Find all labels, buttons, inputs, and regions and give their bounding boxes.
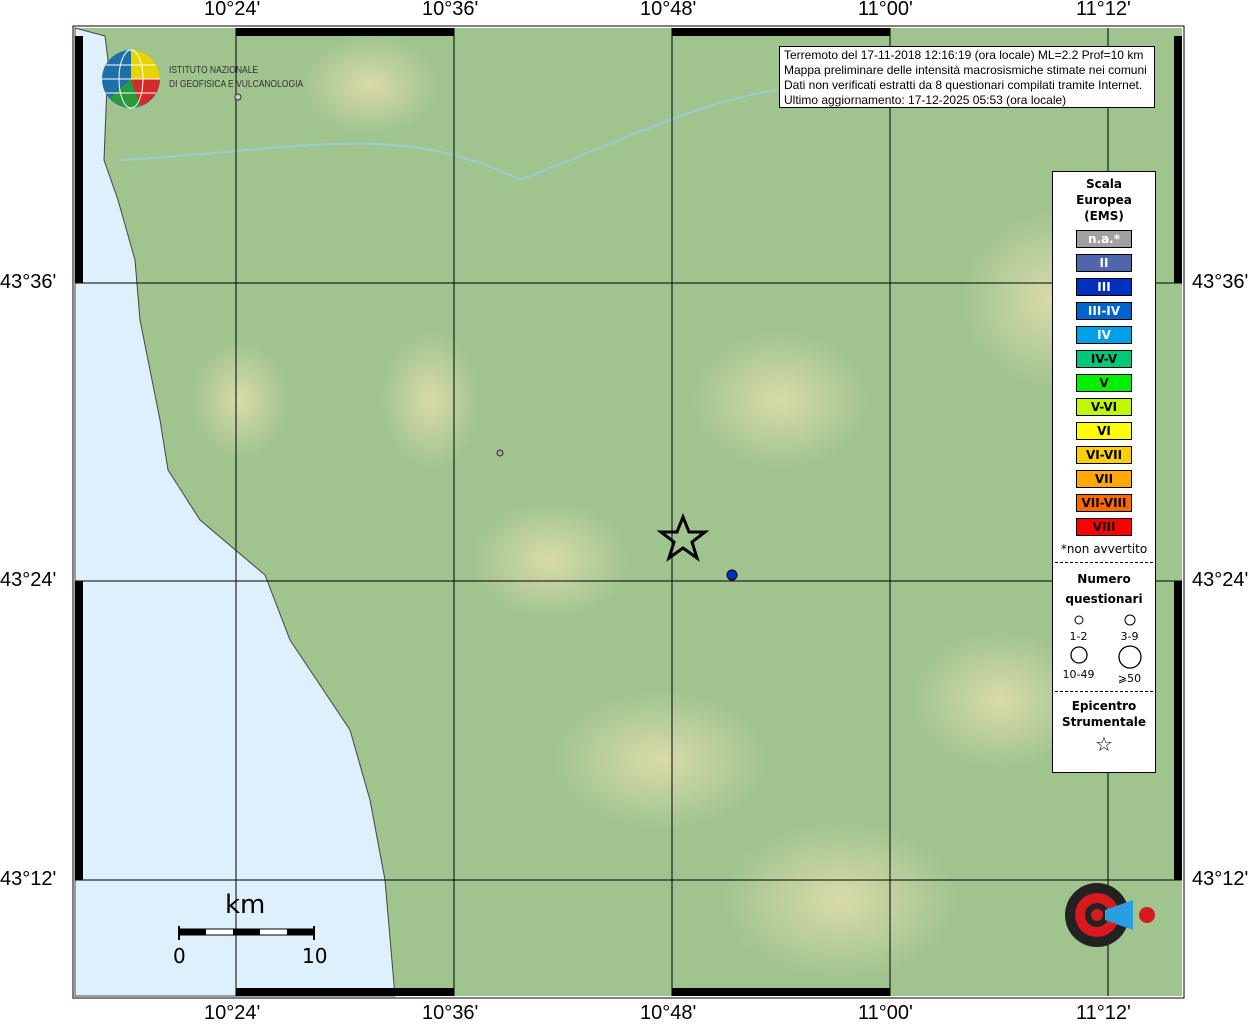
- size-50: ⩾50: [1104, 645, 1155, 685]
- intensity-point[interactable]: [726, 569, 738, 581]
- legend-swatch-viii: VIII: [1076, 518, 1132, 536]
- legend-swatch-v: V: [1076, 374, 1132, 392]
- ingv-name: ISTITUTO NAZIONALE DI GEOFISICA E VULCANO…: [169, 65, 304, 90]
- lat-label-left: 43°36': [0, 271, 57, 293]
- lon-label-top: 11°12': [1076, 0, 1131, 20]
- lat-label-right: 43°24': [1192, 569, 1249, 591]
- size-3-9: 3-9: [1104, 613, 1155, 643]
- size-1-2: 1-2: [1053, 613, 1104, 643]
- legend-count-title: questionari: [1065, 592, 1143, 606]
- ingv-globe-icon: [102, 49, 160, 109]
- legend-swatch-iii: III: [1076, 278, 1132, 296]
- legend-swatch-vi: VI: [1076, 422, 1132, 440]
- lat-label-right: 43°36': [1192, 271, 1249, 293]
- legend-swatch-ii: II: [1076, 254, 1132, 272]
- legend-note: *non avvertito: [1060, 542, 1148, 556]
- lat-label-right: 43°12': [1192, 868, 1249, 890]
- locality-marker: [496, 449, 504, 457]
- event-info-box: Terremoto del 17-11-2018 12:16:19 (ora l…: [779, 46, 1155, 108]
- legend-epicenter-title: Strumentale: [1061, 715, 1147, 729]
- legend-swatch-vii-viii: VII-VIII: [1076, 494, 1132, 512]
- legend-title: Scala: [1085, 177, 1123, 191]
- legend-swatch-vi-vii: VI-VII: [1076, 446, 1132, 464]
- lon-label-top: 10°48': [640, 0, 697, 20]
- event-title: Terremoto del 17-11-2018 12:16:19 (ora l…: [784, 48, 1144, 62]
- lon-label-bottom: 10°24': [204, 1002, 261, 1024]
- lon-label-top: 10°24': [204, 0, 261, 20]
- legend-swatch-iv: IV: [1076, 326, 1132, 344]
- map-description: Mappa preliminare delle intensità macros…: [784, 63, 1147, 77]
- lon-label-top: 11°00': [858, 0, 913, 20]
- legend-swatch-iv-v: IV-V: [1076, 350, 1132, 368]
- last-update: Ultimo aggiornamento: 17-12-2025 05:53 (…: [784, 93, 1067, 107]
- data-note: Dati non verificati estratti da 8 questi…: [784, 78, 1143, 92]
- lon-label-bottom: 11°00': [858, 1002, 913, 1024]
- lon-label-bottom: 10°48': [640, 1002, 697, 1024]
- star-icon: ☆: [1095, 732, 1113, 756]
- legend-swatch-na: n.a.*: [1076, 230, 1132, 248]
- hsit-logo: [1065, 883, 1155, 947]
- legend-title: (EMS): [1084, 209, 1124, 223]
- lat-label-left: 43°12': [0, 868, 57, 890]
- legend-swatch-v-vi: V-VI: [1076, 398, 1132, 416]
- legend-epicenter-title: Epicentro: [1071, 699, 1137, 713]
- legend-title: Europea: [1076, 193, 1132, 207]
- lon-label-bottom: 11°12': [1076, 1002, 1131, 1024]
- lon-label-top: 10°36': [422, 0, 479, 20]
- lat-label-left: 43°24': [0, 569, 57, 591]
- lon-label-bottom: 10°36': [422, 1002, 479, 1024]
- size-10-49: 10-49: [1053, 645, 1104, 685]
- map-frame: [72, 25, 1185, 999]
- river: [119, 89, 779, 182]
- legend-count-title: Numero: [1077, 572, 1131, 586]
- epicenter-star[interactable]: [656, 512, 710, 562]
- legend: Scala Europea (EMS) n.a.* II III III-IV IV IV…: [1052, 171, 1156, 773]
- legend-swatch-vii: VII: [1076, 470, 1132, 488]
- locality-marker: [234, 93, 242, 101]
- legend-swatch-iii-iv: III-IV: [1076, 302, 1132, 320]
